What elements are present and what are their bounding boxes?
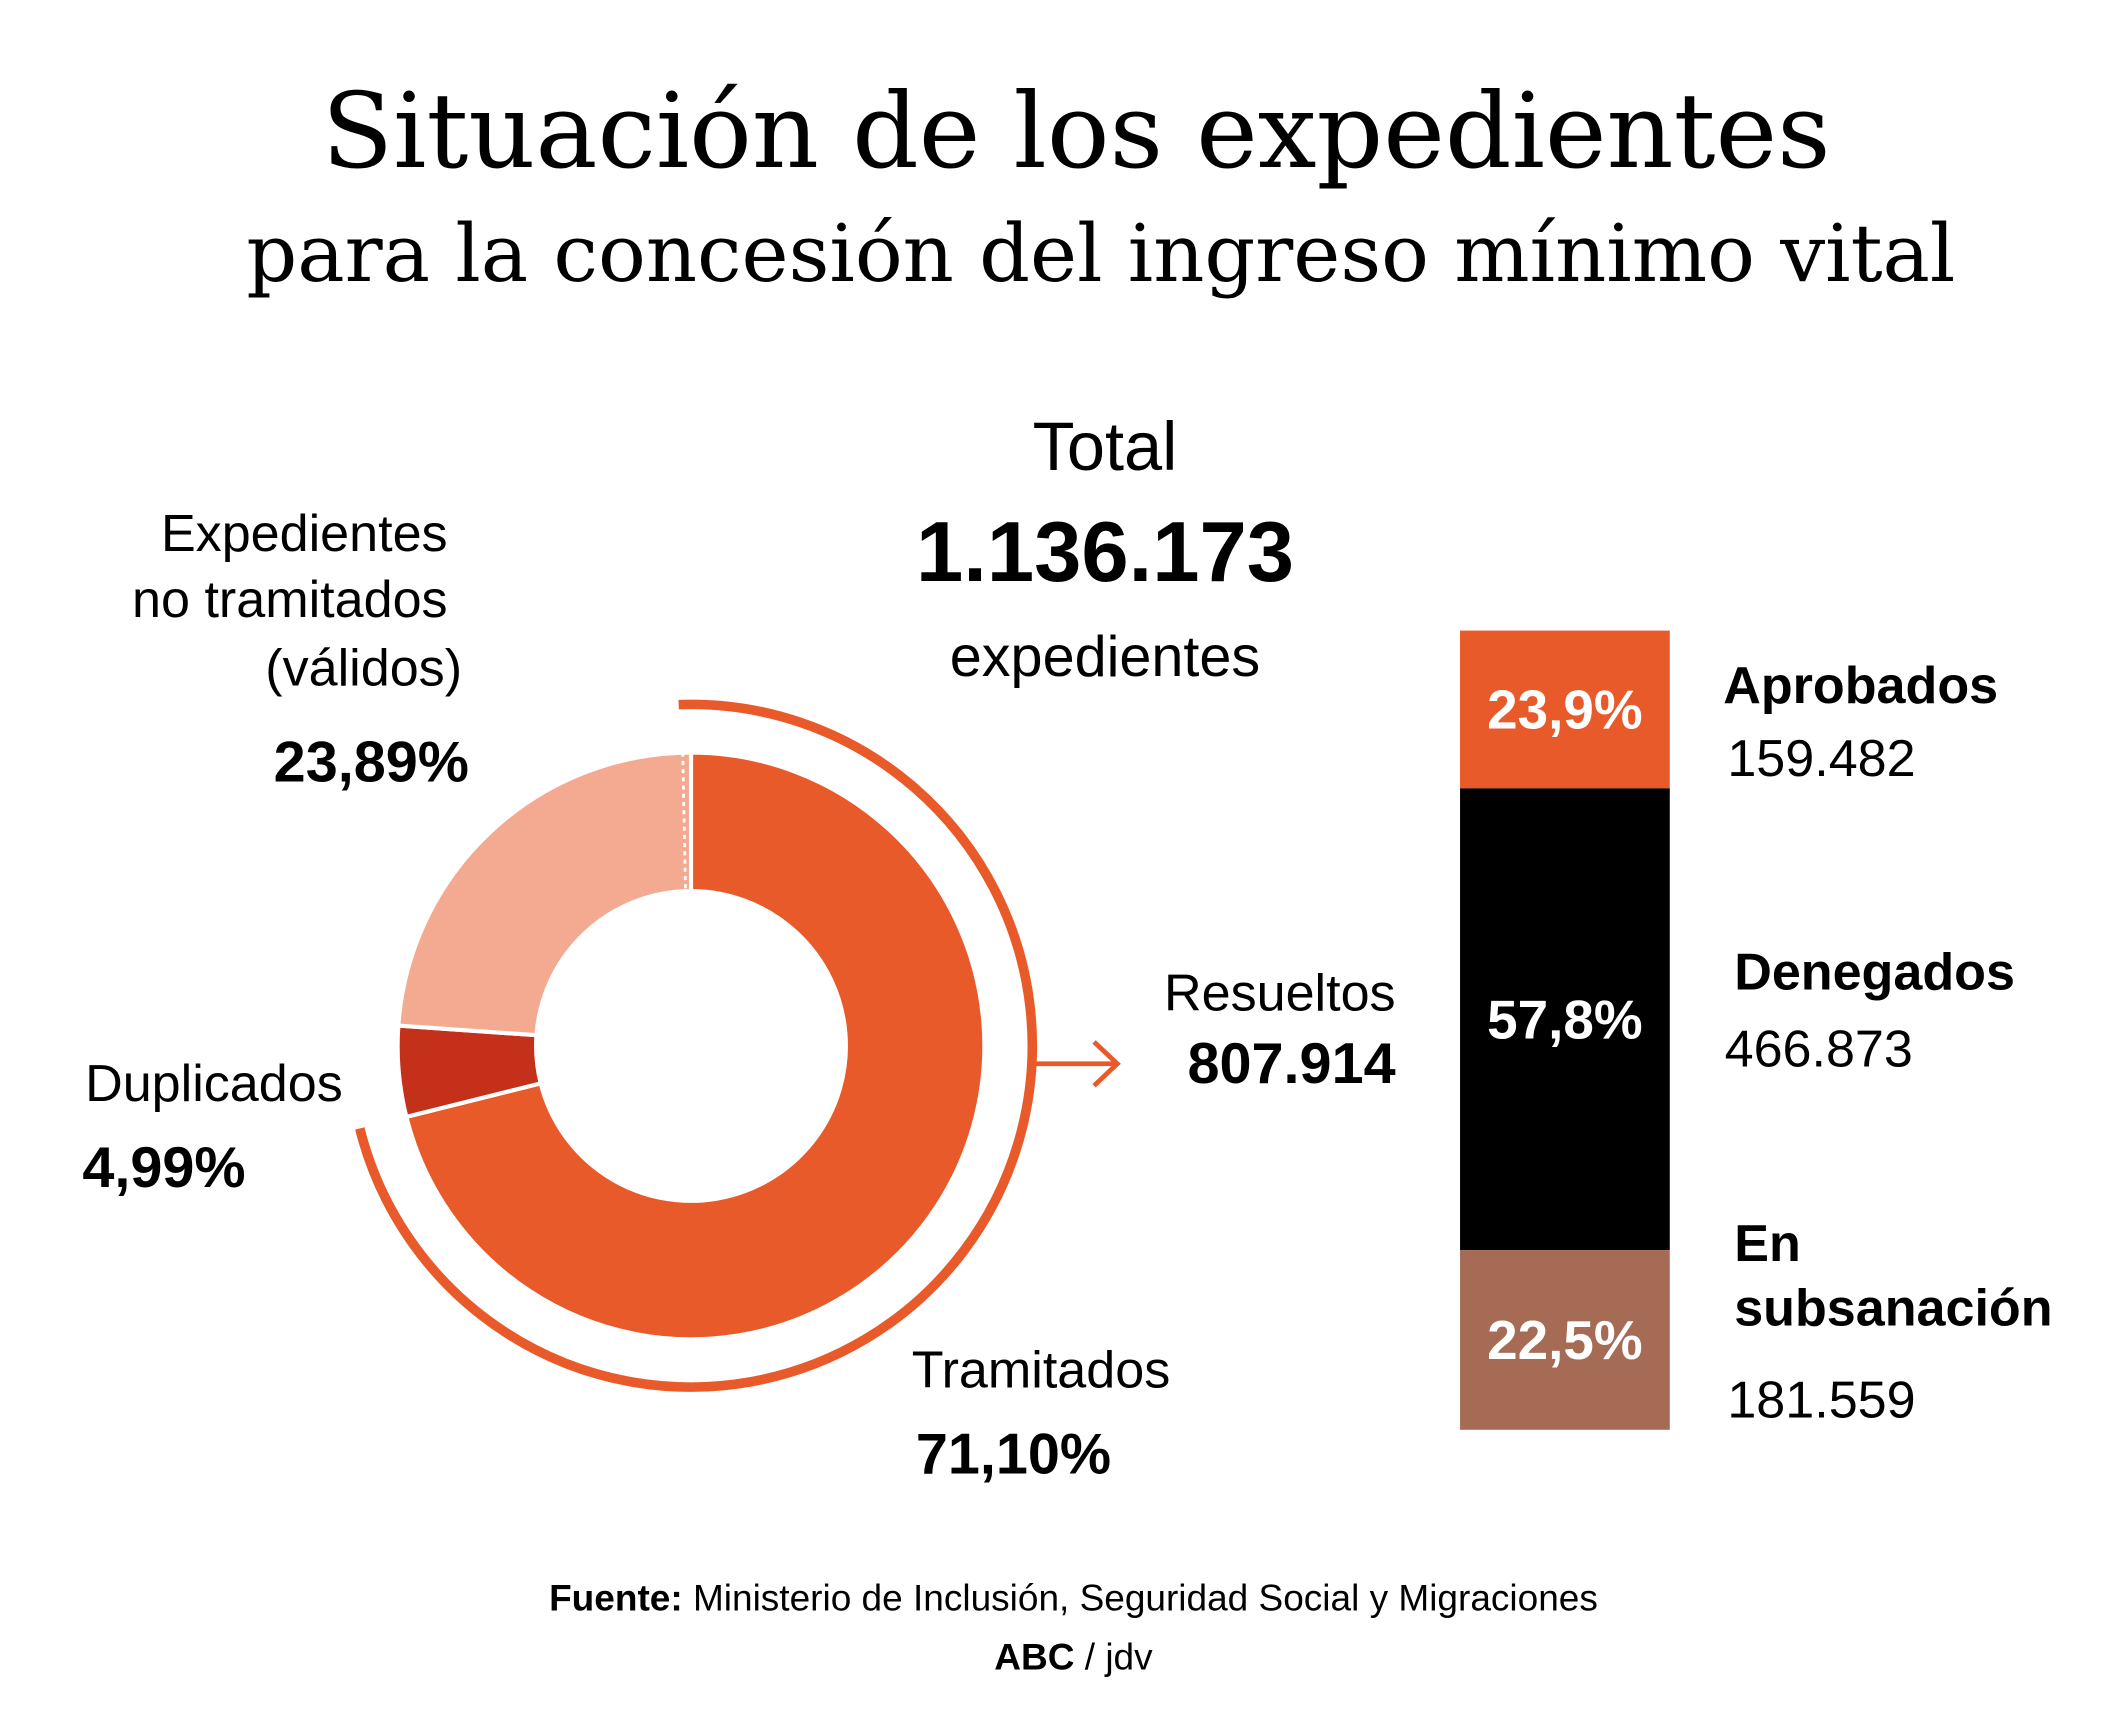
source-note: Fuente: Ministerio de Inclusión, Segurid…: [549, 1577, 1598, 1619]
chart-subtitle: para la concesión del ingreso mínimo vit…: [246, 207, 1955, 300]
label-aprobados: Aprobados: [1723, 657, 1998, 715]
bar-segment-denegados: [1460, 788, 1670, 1251]
bar-segment-aprobados: [1460, 630, 1670, 789]
credit: ABC / jdv: [994, 1636, 1153, 1678]
donut-divider: [681, 752, 687, 892]
stacked-bar: 23,9% 57,8% 22,5%: [1460, 630, 1670, 1430]
label-tramitados: Tramitados: [912, 1341, 1171, 1399]
bar-segment-subsanacion: [1460, 1250, 1670, 1430]
label-duplicados: Duplicados: [85, 1055, 343, 1113]
value-resueltos: 807.914: [1188, 1032, 1396, 1096]
value-aprobados: 159.482: [1727, 730, 1915, 788]
bar-pct-label: 23,9%: [1487, 679, 1642, 741]
label-subsanacion: En subsanación: [1734, 1215, 2052, 1337]
total-value: 1.136.173: [916, 505, 1294, 600]
label-no-tramitados: Expedientes no tramitados (válidos): [132, 505, 462, 697]
donut-slice-expedientes: [396, 750, 694, 1038]
chart-title: Situación de los expedientes: [322, 70, 1831, 192]
total-unit: expedientes: [950, 625, 1260, 689]
resueltos-arrow: [1030, 1040, 1121, 1088]
pct-duplicados: 4,99%: [82, 1136, 245, 1200]
resueltos-arc: [355, 699, 1038, 1392]
total-label: Total: [1033, 408, 1178, 485]
bar-pct-label: 22,5%: [1487, 1309, 1642, 1371]
value-subsanacion: 181.559: [1727, 1371, 1915, 1429]
bar-pct-label: 57,8%: [1487, 988, 1642, 1050]
label-denegados: Denegados: [1734, 944, 2015, 1002]
donut-slice-tramitados: [403, 750, 987, 1342]
pct-tramitados: 71,10%: [916, 1423, 1111, 1487]
pct-no-tramitados: 23,89%: [274, 730, 469, 794]
value-denegados: 466.873: [1725, 1021, 1913, 1079]
label-resueltos: Resueltos: [1164, 964, 1396, 1022]
donut-chart: [395, 750, 987, 1342]
